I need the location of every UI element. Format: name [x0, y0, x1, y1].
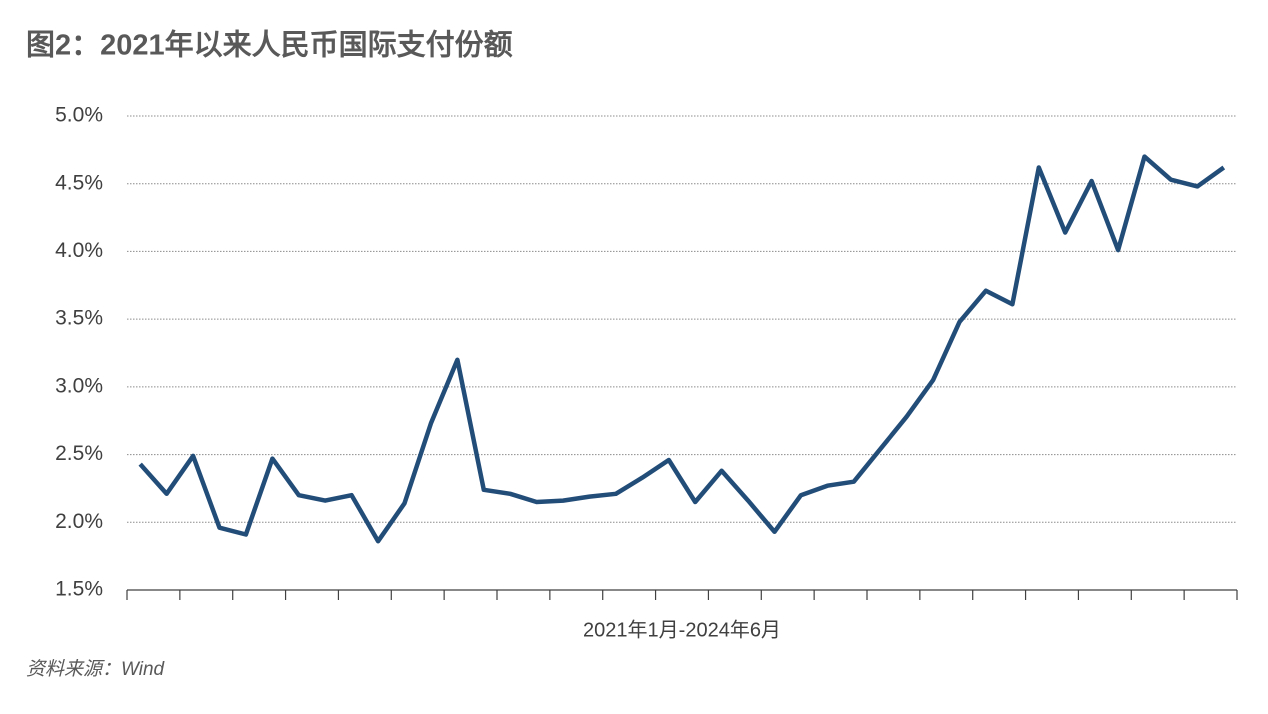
y-tick-label: 2.5%: [55, 442, 103, 465]
chart-title: 图2：2021年以来人民币国际支付份额: [26, 28, 513, 62]
y-tick-label: 5.0%: [55, 104, 103, 127]
x-axis-label: 2021年1月-2024年6月: [583, 618, 781, 641]
y-tick-label: 1.5%: [55, 578, 103, 601]
y-tick-label: 4.5%: [55, 171, 103, 194]
source-note: 资料来源：Wind: [26, 659, 166, 680]
y-tick-label: 3.5%: [55, 307, 103, 330]
data-line: [138, 154, 1226, 544]
y-tick-label: 3.0%: [55, 374, 103, 397]
y-tick-label: 2.0%: [55, 510, 103, 533]
y-tick-label: 4.0%: [55, 239, 103, 262]
